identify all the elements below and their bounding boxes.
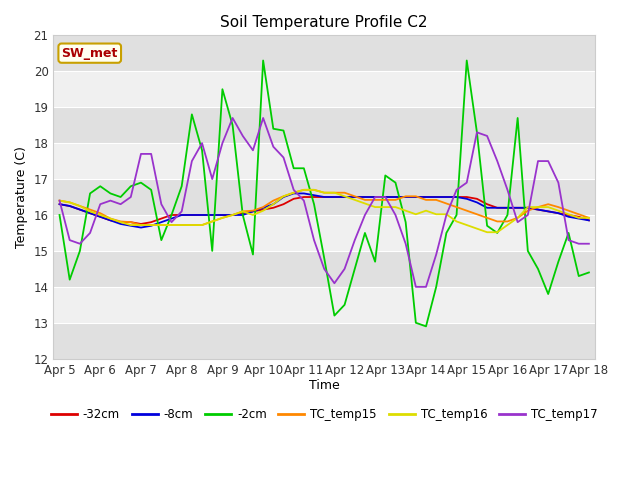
X-axis label: Time: Time bbox=[309, 379, 340, 392]
Bar bbox=[53, 215, 595, 251]
Bar bbox=[53, 179, 595, 215]
Bar bbox=[53, 71, 595, 107]
Y-axis label: Temperature (C): Temperature (C) bbox=[15, 146, 28, 248]
Bar bbox=[53, 107, 595, 143]
Bar bbox=[53, 251, 595, 287]
Bar bbox=[53, 323, 595, 359]
Bar bbox=[53, 287, 595, 323]
Text: SW_met: SW_met bbox=[61, 47, 118, 60]
Bar bbox=[53, 143, 595, 179]
Title: Soil Temperature Profile C2: Soil Temperature Profile C2 bbox=[220, 15, 428, 30]
Legend: -32cm, -8cm, -2cm, TC_temp15, TC_temp16, TC_temp17: -32cm, -8cm, -2cm, TC_temp15, TC_temp16,… bbox=[46, 403, 602, 426]
Bar bbox=[53, 36, 595, 71]
